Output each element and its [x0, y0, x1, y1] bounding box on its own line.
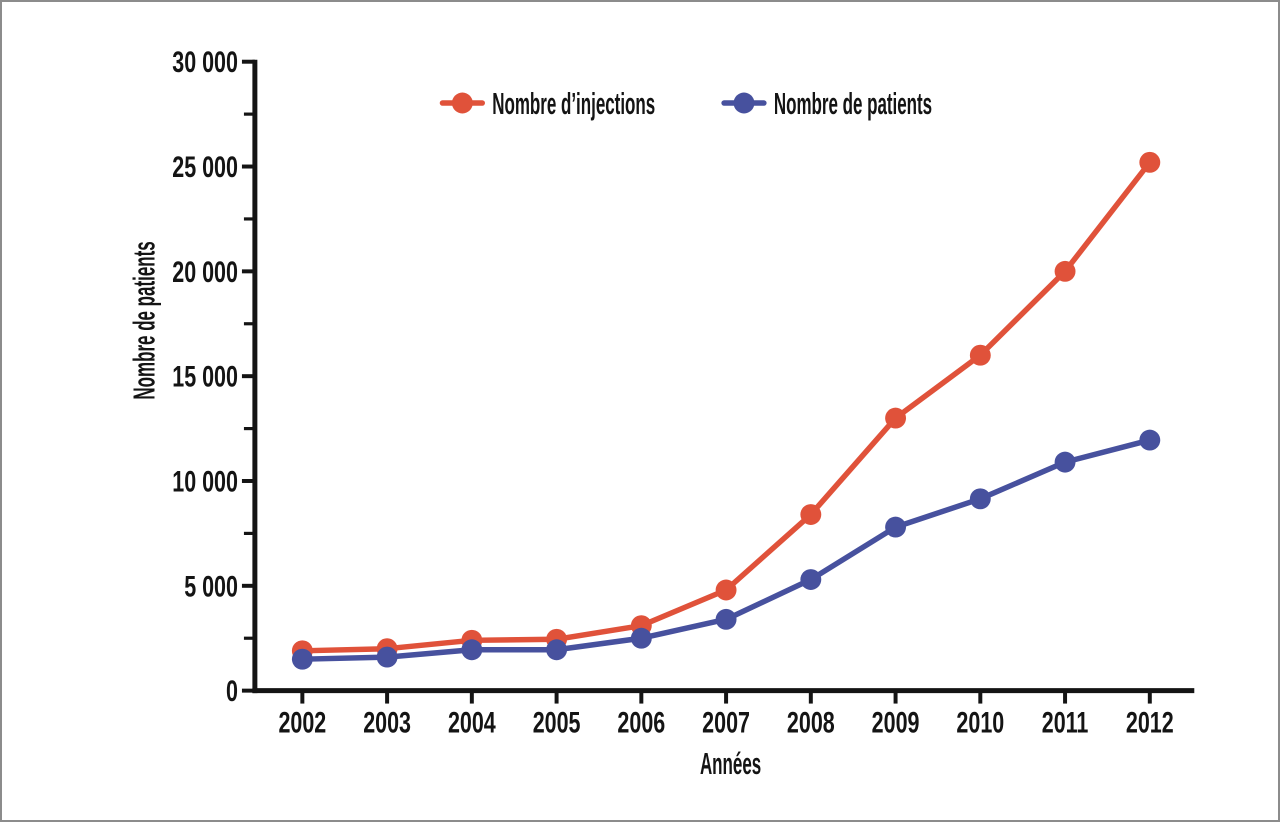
x-tick-label: 2012: [1126, 705, 1174, 739]
series-patients: [291, 429, 1161, 670]
legend-marker-dot: [451, 92, 473, 114]
legend-item: [721, 92, 767, 114]
data-point-marker: [715, 579, 737, 601]
data-point-marker: [885, 516, 907, 538]
data-point-marker: [800, 504, 822, 525]
x-tick-label: 2002: [278, 705, 326, 739]
legend-label: Nombre d’injections: [492, 87, 655, 122]
data-point-marker: [1054, 260, 1076, 282]
y-tick-label: 0: [226, 674, 238, 708]
data-point-marker: [1139, 429, 1161, 451]
data-point-marker: [800, 569, 822, 590]
x-tick-label: 2007: [702, 705, 750, 739]
y-tick-label: 10 000: [172, 464, 238, 498]
y-tick-label: 20 000: [172, 254, 238, 288]
y-tick-label: 15 000: [172, 359, 238, 393]
x-tick-label: 2004: [448, 705, 496, 739]
legend-item: [439, 92, 486, 114]
x-tick-label: 2010: [956, 705, 1004, 739]
x-tick-label: 2009: [872, 705, 920, 739]
y-tick-label: 30 000: [172, 45, 238, 79]
x-tick-label: 2003: [363, 705, 411, 739]
data-point-marker: [1054, 451, 1076, 473]
data-point-marker: [969, 488, 991, 510]
data-point-marker: [461, 639, 483, 661]
x-axis-title: Années: [700, 747, 761, 782]
y-axis-title: Nombre de patients: [127, 241, 162, 399]
data-point-marker: [291, 648, 313, 670]
data-point-marker: [969, 344, 991, 366]
x-tick-label: 2006: [617, 705, 665, 739]
series-line: [299, 159, 1153, 654]
data-point-marker: [1139, 151, 1161, 173]
data-point-marker: [885, 407, 907, 429]
x-ticks: [300, 690, 1152, 704]
series-injections: [291, 151, 1161, 662]
data-point-marker: [715, 608, 737, 630]
x-tick-label: 2005: [533, 705, 581, 739]
legend-marker-dot: [733, 92, 755, 114]
legend-label: Nombre de patients: [774, 87, 932, 122]
data-point-marker: [546, 639, 568, 661]
data-point-marker: [376, 646, 398, 668]
y-tick-label: 5 000: [184, 569, 238, 603]
y-ticks: [241, 59, 255, 693]
data-point-marker: [630, 627, 652, 649]
x-tick-label: 2011: [1042, 705, 1089, 739]
x-tick-label: 2008: [787, 705, 835, 739]
y-tick-label: 25 000: [172, 149, 238, 183]
legend: [439, 92, 767, 114]
